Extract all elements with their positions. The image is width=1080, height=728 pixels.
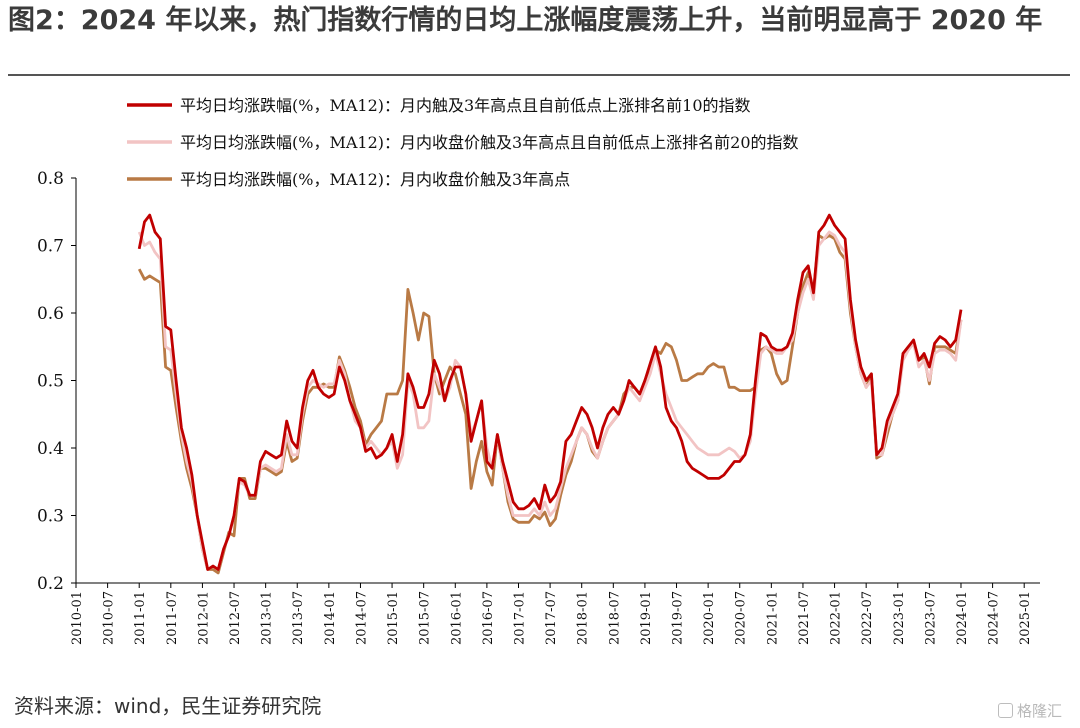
chart-axes: 0.2 0.3 0.4 0.5 0.6 0.7 0.8 2010-01 2010-07 2011-… <box>37 169 1040 645</box>
x-tick-label: 2024-07 <box>987 591 1002 645</box>
x-tick-label: 2023-01 <box>892 591 907 645</box>
source-note: 资料来源：wind，民生证券研究院 <box>14 694 322 718</box>
x-tick-label: 2013-07 <box>291 591 306 645</box>
series-line-3 <box>137 234 963 575</box>
legend-label-1: 平均日均涨跌幅(%，MA12)：月内触及3年高点且自前低点上涨排名前10的指数 <box>180 96 751 115</box>
x-tick-label: 2015-01 <box>386 591 401 645</box>
x-tick-label: 2025-01 <box>1018 591 1033 645</box>
x-tick-label: 2011-07 <box>165 591 180 645</box>
x-tick-label: 2019-07 <box>671 591 686 645</box>
x-tick-label: 2015-07 <box>418 591 433 645</box>
x-tick-label: 2010-07 <box>102 591 117 645</box>
chart-legend: 平均日均涨跌幅(%，MA12)：月内触及3年高点且自前低点上涨排名前10的指数平… <box>127 96 799 189</box>
x-tick-label: 2021-07 <box>797 591 812 645</box>
x-tick-label: 2020-01 <box>702 591 717 645</box>
x-tick-label: 2018-01 <box>576 591 591 645</box>
x-tick-label: 2014-07 <box>354 591 369 645</box>
chart-title: 图2：2024 年以来，热门指数行情的日均上涨幅度震荡上升，当前明显高于 202… <box>8 5 1043 36</box>
x-tick-label: 2010-01 <box>70 591 85 645</box>
x-tick-label: 2017-07 <box>544 591 559 645</box>
x-tick-label: 2012-01 <box>196 591 211 645</box>
x-tick-label: 2016-01 <box>449 591 464 645</box>
chart-series <box>137 213 963 575</box>
x-tick-label: 2016-07 <box>481 591 496 645</box>
x-tick-label: 2017-01 <box>512 591 527 645</box>
watermark-text: 格隆汇 <box>1017 702 1063 720</box>
legend-label-3: 平均日均涨跌幅(%，MA12)：月内收盘价触及3年高点 <box>180 170 570 189</box>
x-tick-label: 2012-07 <box>228 591 243 645</box>
y-tick-label: 0.6 <box>37 304 64 324</box>
title-divider <box>8 74 1070 76</box>
x-tick-label: 2019-01 <box>639 591 654 645</box>
x-tick-label: 2020-07 <box>734 591 749 645</box>
watermark-logo-icon <box>998 703 1013 718</box>
x-tick-label: 2024-01 <box>955 591 970 645</box>
series-line-1 <box>137 213 963 571</box>
y-tick-label: 0.7 <box>37 237 64 257</box>
y-tick-label: 0.3 <box>37 507 64 527</box>
y-tick-label: 0.5 <box>37 372 64 392</box>
x-tick-label: 2011-01 <box>133 591 148 645</box>
y-tick-label: 0.2 <box>37 574 64 594</box>
x-tick-label: 2022-01 <box>829 591 844 645</box>
legend-label-2: 平均日均涨跌幅(%，MA12)：月内收盘价触及3年高点且自前低点上涨排名前20的… <box>180 133 799 152</box>
y-tick-label: 0.4 <box>37 439 64 459</box>
watermark: 格隆汇 <box>998 700 1062 721</box>
x-tick-label: 2021-01 <box>765 591 780 645</box>
x-tick-label: 2013-01 <box>260 591 275 645</box>
series-line-2 <box>137 230 963 571</box>
x-tick-label: 2023-07 <box>923 591 938 645</box>
y-tick-label: 0.8 <box>37 169 64 189</box>
x-tick-label: 2018-07 <box>607 591 622 645</box>
x-tick-label: 2014-01 <box>323 591 338 645</box>
x-tick-label: 2022-07 <box>860 591 875 645</box>
